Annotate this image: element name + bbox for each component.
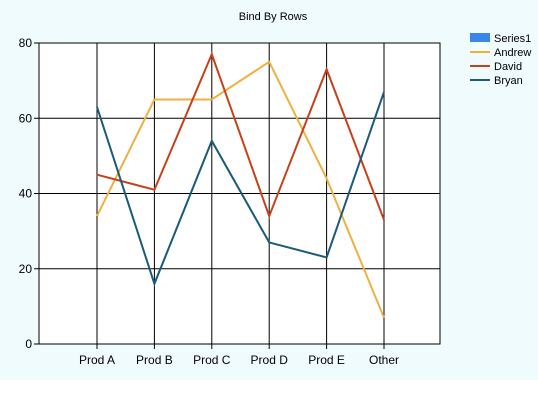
legend: Series1 Andrew David Bryan [470,33,531,87]
series-line-andrew [96,60,385,319]
x-tick-label: Prod D [251,353,289,367]
y-tick-label: 80 [19,36,33,50]
chart-title: Bind By Rows [239,11,308,23]
legend-label: Andrew [494,47,531,59]
x-tick-label: Prod C [193,353,231,367]
y-tick-label: 40 [19,187,33,201]
legend-label: David [494,61,522,73]
chart: Bind By Rows 0 20 40 60 80 Prod A Prod B Prod C… [0,0,538,380]
x-tick-label: Prod B [136,353,173,367]
x-tick-label: Other [369,353,399,367]
tick-labels: 0 20 40 60 80 Prod A Prod B Prod C Prod D Prod E O… [19,36,399,367]
series-line-bryan [96,91,385,287]
x-tick-label: Prod A [79,353,115,367]
series-line-david [96,51,385,221]
axes [34,42,441,349]
line-chart: Bind By Rows 0 20 40 60 80 Prod A Prod B Prod C… [19,11,532,367]
x-tick-label: Prod E [308,353,345,367]
y-tick-label: 60 [19,111,33,125]
plot-border [38,42,441,345]
legend-swatch [470,33,490,42]
y-tick-label: 0 [25,337,32,351]
y-tick-label: 20 [19,262,33,276]
gridlines [39,42,440,345]
legend-label: Bryan [494,75,523,87]
legend-label: Series1 [494,33,531,45]
series-lines [96,51,385,319]
